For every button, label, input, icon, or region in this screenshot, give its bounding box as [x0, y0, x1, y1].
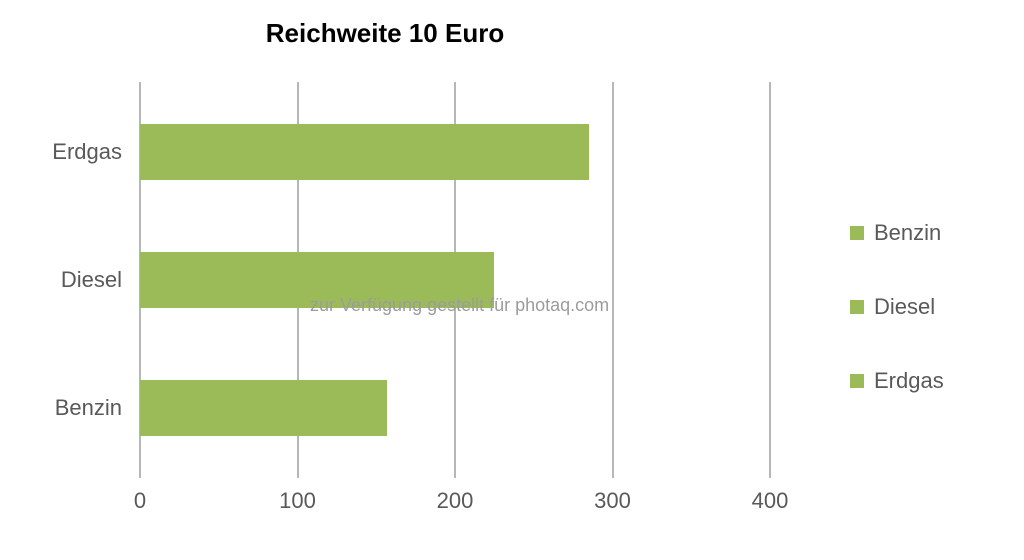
x-axis-label: 200 [437, 488, 474, 514]
y-axis-label: Erdgas [0, 139, 122, 165]
bar-erdgas [140, 124, 589, 180]
x-axis-label: 0 [134, 488, 146, 514]
legend-swatch-icon [850, 300, 864, 314]
legend: Benzin Diesel Erdgas [850, 220, 944, 394]
legend-swatch-icon [850, 226, 864, 240]
chart-title: Reichweite 10 Euro [0, 18, 770, 49]
bar-benzin [140, 380, 387, 436]
watermark-text: zur Verfügung gestellt für photaq.com [310, 295, 609, 316]
gridline [769, 82, 771, 478]
legend-item: Diesel [850, 294, 944, 320]
y-axis-label: Benzin [0, 395, 122, 421]
legend-item: Erdgas [850, 368, 944, 394]
legend-label: Diesel [874, 294, 935, 320]
legend-label: Benzin [874, 220, 941, 246]
plot-area [140, 82, 770, 478]
x-axis-label: 300 [594, 488, 631, 514]
x-axis-label: 100 [279, 488, 316, 514]
legend-item: Benzin [850, 220, 944, 246]
gridline [612, 82, 614, 478]
chart-container: Reichweite 10 Euro Erdgas Diesel Benzin 0 1… [0, 0, 1024, 560]
x-axis-label: 400 [752, 488, 789, 514]
legend-label: Erdgas [874, 368, 944, 394]
y-axis-label: Diesel [0, 267, 122, 293]
legend-swatch-icon [850, 374, 864, 388]
